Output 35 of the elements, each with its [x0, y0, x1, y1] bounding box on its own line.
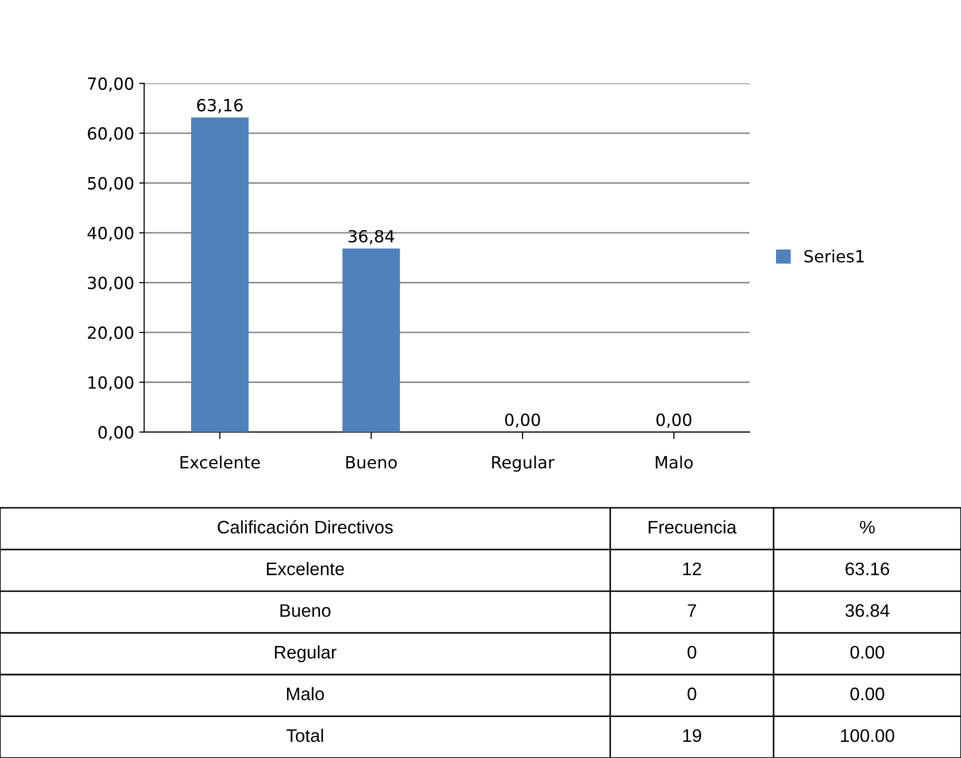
x-tick-label: Excelente: [180, 456, 260, 469]
text: 36.84: [845, 604, 890, 617]
x-tick-label: Regular: [492, 456, 555, 472]
x-tick-label: Malo: [656, 456, 693, 469]
y-tick-label: 60,00: [88, 127, 134, 142]
y-tick-label: 70,00: [88, 77, 134, 92]
y-tick-label: 0,00: [98, 426, 134, 440]
text: 0: [688, 688, 696, 700]
legend-label: Series1: [804, 250, 864, 263]
text: 0.00: [850, 688, 884, 700]
text: Bueno: [280, 604, 330, 617]
text: %: [860, 520, 875, 534]
text: Calificación Directivos: [218, 520, 393, 534]
y-tick-label: 30,00: [88, 276, 134, 291]
text: Malo: [287, 687, 324, 700]
text: 0.00: [850, 646, 884, 659]
x-tick-label: Bueno: [346, 456, 397, 469]
text: Total: [286, 728, 323, 742]
y-tick-label: 20,00: [88, 326, 134, 341]
data-label: 36,84: [348, 230, 394, 244]
data-label: 63,16: [197, 98, 243, 114]
text: 12: [683, 562, 702, 576]
text: 0: [688, 646, 696, 659]
text: 100.00: [841, 729, 894, 742]
y-tick-label: 50,00: [88, 176, 134, 192]
text: 63.16: [846, 562, 890, 576]
text: 19: [683, 729, 702, 742]
text: Frecuencia: [648, 520, 737, 534]
data-label: 0,00: [656, 413, 692, 428]
text: Excelente: [266, 562, 344, 576]
y-tick-label: 10,00: [88, 376, 134, 391]
y-tick-label: 40,00: [88, 226, 134, 242]
data-label: 0,00: [505, 413, 540, 428]
text: Regular: [274, 645, 336, 662]
text: 7: [688, 604, 696, 617]
